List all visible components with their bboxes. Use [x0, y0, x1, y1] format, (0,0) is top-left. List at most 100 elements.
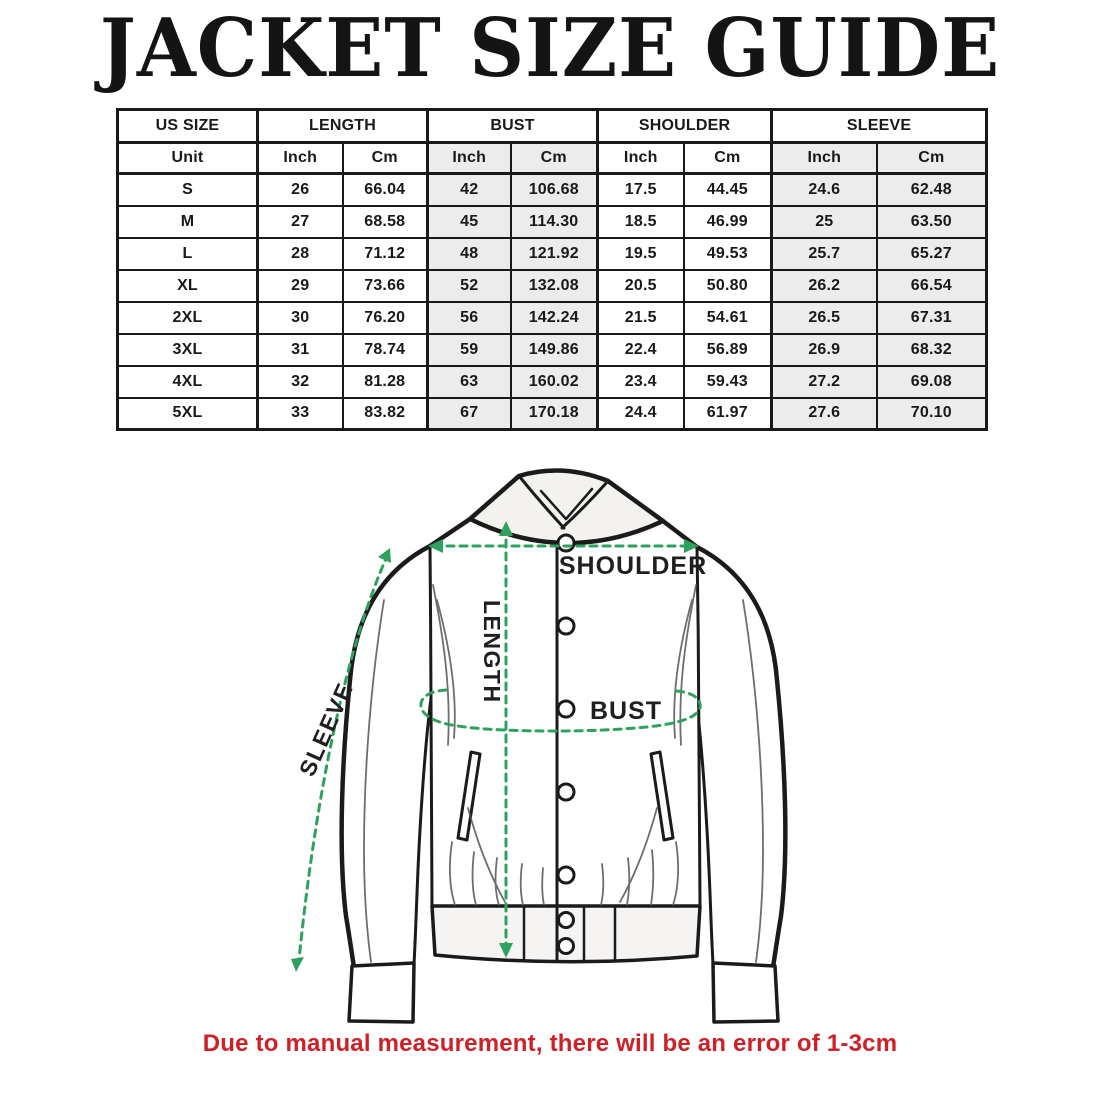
table-cell: 83.82: [341, 396, 429, 431]
table-cell: 42: [426, 172, 512, 207]
table-cell: 32: [256, 364, 344, 399]
jacket-collar: [467, 468, 666, 546]
table-cell: 56.89: [682, 332, 773, 367]
table-cell: 69.08: [875, 364, 988, 399]
unit-cell: Cm: [875, 141, 988, 175]
table-cell: 63.50: [875, 204, 988, 239]
unit-cell: Inch: [596, 141, 685, 175]
table-cell: 59.43: [682, 364, 773, 399]
table-cell: 21.5: [596, 300, 685, 335]
table-cell: 81.28: [341, 364, 429, 399]
table-cell: 33: [256, 396, 344, 431]
table-cell: 4XL: [116, 364, 259, 399]
table-cell: 73.66: [341, 268, 429, 303]
table-cell: 25.7: [770, 236, 878, 271]
table-cell: 31: [256, 332, 344, 367]
table-cell: 52: [426, 268, 512, 303]
table-row-5xl: 5XL 33 83.82 67 170.18 24.4 61.97 27.6 7…: [116, 396, 988, 431]
table-cell: 45: [426, 204, 512, 239]
table-cell: 44.45: [682, 172, 773, 207]
table-cell: 56: [426, 300, 512, 335]
jacket-cuffs: [347, 961, 780, 1024]
table-cell: 28: [256, 236, 344, 271]
table-cell: 66.04: [341, 172, 429, 207]
table-cell: 76.20: [341, 300, 429, 335]
table-cell: 71.12: [341, 236, 429, 271]
table-cell: 27.2: [770, 364, 878, 399]
table-cell: 65.27: [875, 236, 988, 271]
jacket-sleeves: [339, 543, 788, 970]
table-cell: 46.99: [682, 204, 773, 239]
table-row-3xl: 3XL 31 78.74 59 149.86 22.4 56.89 26.9 6…: [116, 332, 988, 367]
table-unit-row: Unit Inch Cm Inch Cm Inch Cm Inch Cm: [116, 141, 988, 175]
table-cell: 142.24: [509, 300, 599, 335]
table-cell: 19.5: [596, 236, 685, 271]
table-cell: 23.4: [596, 364, 685, 399]
table-cell: 24.6: [770, 172, 878, 207]
table-cell: 149.86: [509, 332, 599, 367]
table-cell: 3XL: [116, 332, 259, 367]
table-group-header-row: US SIZE LENGTH BUST SHOULDER SLEEVE: [116, 108, 988, 144]
unit-cell: Cm: [682, 141, 773, 175]
bust-measure-line: [419, 688, 702, 733]
table-cell: 160.02: [509, 364, 599, 399]
table-cell: 114.30: [509, 204, 599, 239]
table-cell: 68.58: [341, 204, 429, 239]
table-cell: XL: [116, 268, 259, 303]
table-row-2xl: 2XL 30 76.20 56 142.24 21.5 54.61 26.5 6…: [116, 300, 988, 335]
table-row-l: L 28 71.12 48 121.92 19.5 49.53 25.7 65.…: [116, 236, 988, 271]
unit-cell: Cm: [341, 141, 429, 175]
table-cell: 49.53: [682, 236, 773, 271]
table-cell: 18.5: [596, 204, 685, 239]
table-cell: 17.5: [596, 172, 685, 207]
group-header-length: LENGTH: [255, 108, 429, 144]
table-cell: 132.08: [509, 268, 599, 303]
jacket-measurement-diagram: SHOULDER BUST LENGTH SLEEVE: [291, 468, 788, 1024]
table-cell: 70.10: [875, 396, 988, 431]
table-cell: 24.4: [596, 396, 685, 431]
table-cell: 121.92: [509, 236, 599, 271]
table-cell: 2XL: [116, 300, 259, 335]
page-title: JACKET SIZE GUIDE: [99, 0, 1001, 96]
measurement-disclaimer: Due to manual measurement, there will be…: [202, 1030, 898, 1057]
table-cell: M: [116, 204, 259, 239]
table-cell: 29: [256, 268, 344, 303]
jacket-wrinkles: [363, 584, 764, 963]
table-cell: 22.4: [596, 332, 685, 367]
table-cell: 67: [426, 396, 512, 431]
length-label: LENGTH: [479, 600, 505, 704]
table-cell: 62.48: [875, 172, 988, 207]
table-cell: 50.80: [682, 268, 773, 303]
group-header-bust: BUST: [426, 108, 599, 144]
table-cell: 61.97: [682, 396, 773, 431]
table-cell: 170.18: [509, 396, 599, 431]
measurement-lines: [297, 525, 702, 962]
table-cell: 78.74: [341, 332, 429, 367]
table-cell: 27: [256, 204, 344, 239]
table-row-4xl: 4XL 32 81.28 63 160.02 23.4 59.43 27.2 6…: [116, 364, 988, 399]
table-cell: 67.31: [875, 300, 988, 335]
table-cell: 63: [426, 364, 512, 399]
table-cell: 27.6: [770, 396, 878, 431]
unit-cell: Inch: [770, 141, 878, 175]
jacket-waistband: [430, 904, 702, 964]
unit-cell: Inch: [256, 141, 344, 175]
table-cell: 26.9: [770, 332, 878, 367]
table-cell: 106.68: [509, 172, 599, 207]
table-cell: 30: [256, 300, 344, 335]
measurement-arrowheads: [291, 521, 699, 972]
table-cell: L: [116, 236, 259, 271]
group-header-sleeve: SLEEVE: [770, 108, 988, 144]
table-cell: 20.5: [596, 268, 685, 303]
table-row-m: M 27 68.58 45 114.30 18.5 46.99 25 63.50: [116, 204, 988, 239]
unit-cell: Inch: [426, 141, 512, 175]
size-table: US SIZE LENGTH BUST SHOULDER SLEEVE Unit…: [116, 108, 989, 431]
table-cell: 66.54: [875, 268, 988, 303]
table-cell: S: [116, 172, 259, 207]
table-row-xl: XL 29 73.66 52 132.08 20.5 50.80 26.2 66…: [116, 268, 988, 303]
table-cell: 26: [256, 172, 344, 207]
table-cell: 54.61: [682, 300, 773, 335]
jacket-pockets: [456, 750, 675, 842]
table-cell: 48: [426, 236, 512, 271]
table-row-s: S 26 66.04 42 106.68 17.5 44.45 24.6 62.…: [116, 172, 988, 207]
